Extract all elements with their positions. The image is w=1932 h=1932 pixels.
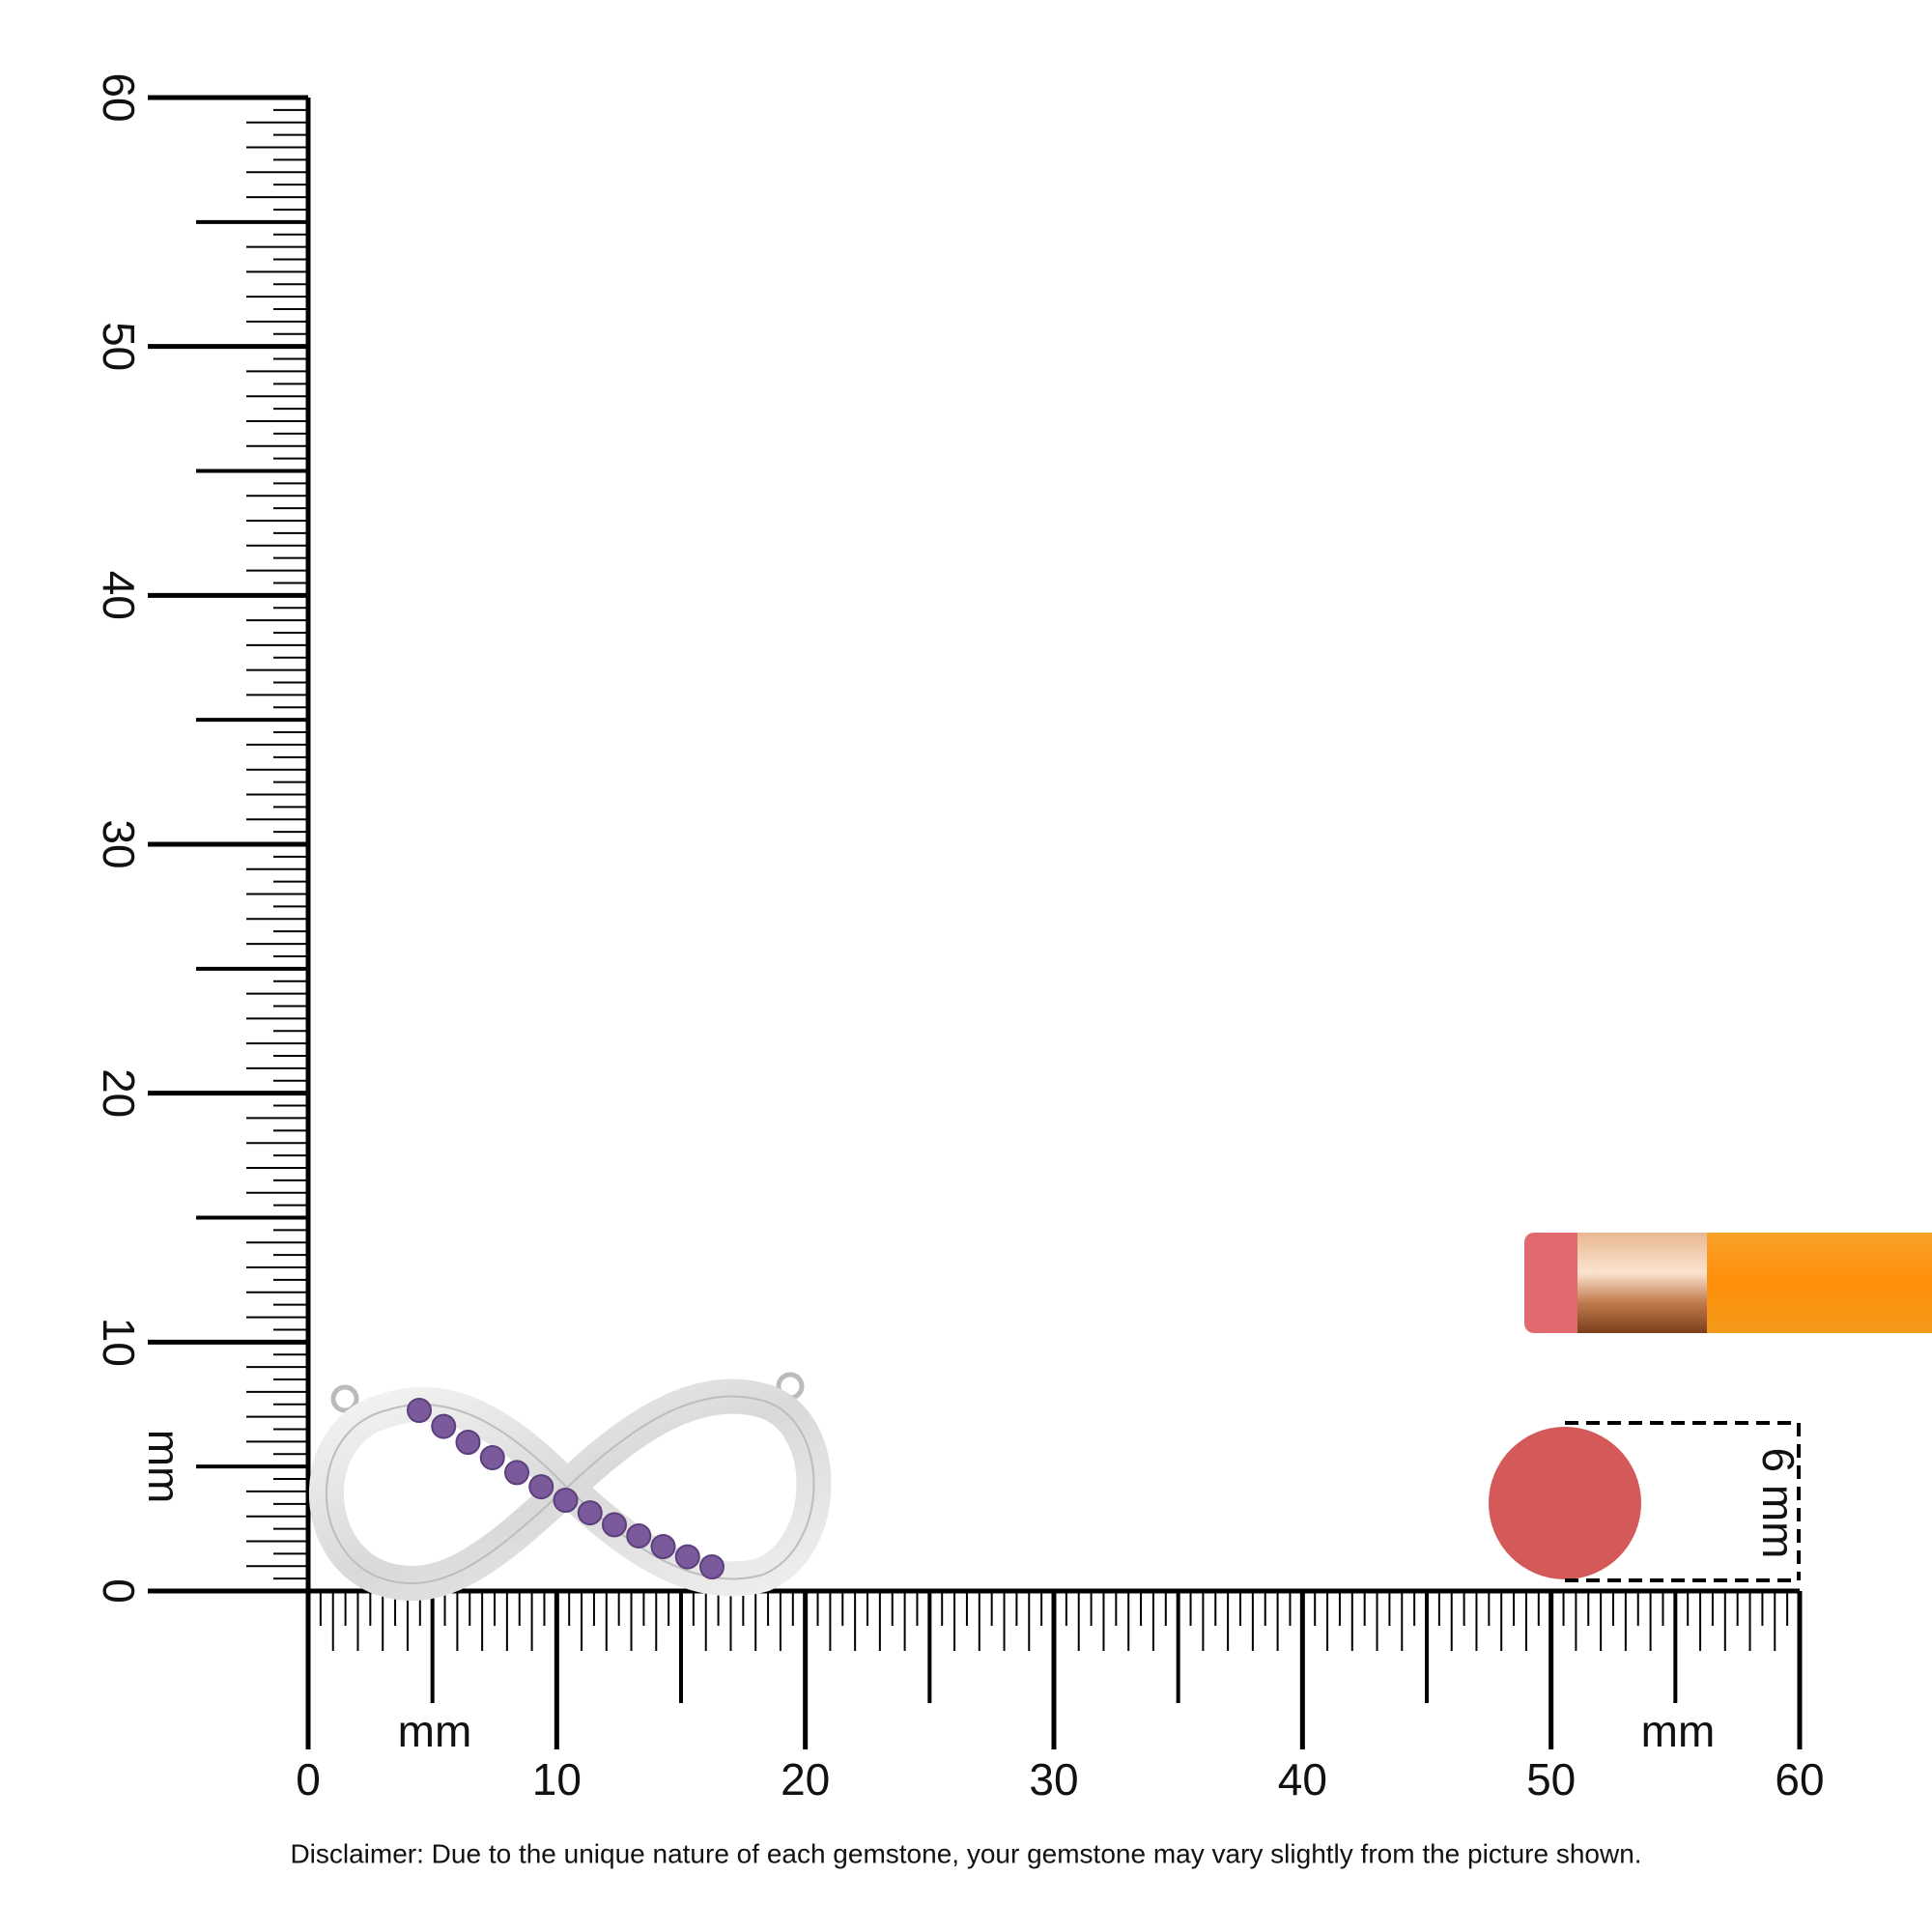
x-ruler-label: 60	[1775, 1754, 1824, 1804]
pendant	[308, 1372, 832, 1602]
pencil-ferrule	[1577, 1233, 1707, 1333]
ruler-ticks	[148, 95, 1803, 1749]
x-ruler-label: 50	[1526, 1754, 1576, 1804]
y-ruler-unit: mm	[139, 1430, 189, 1504]
y-ruler-label: 10	[94, 1318, 144, 1367]
gem	[626, 1522, 652, 1548]
y-ruler-label: 50	[94, 322, 144, 371]
y-ruler-label: 40	[94, 571, 144, 620]
x-ruler-label: 0	[296, 1754, 321, 1804]
reference-label: 6 mm	[1753, 1448, 1804, 1559]
pencil-body	[1707, 1233, 1932, 1333]
gem	[650, 1534, 676, 1559]
x-ruler-label: 20	[781, 1754, 830, 1804]
gem	[455, 1430, 481, 1455]
gem	[674, 1544, 700, 1570]
x-ruler-unit: mm	[1641, 1706, 1716, 1756]
gem	[699, 1554, 724, 1579]
gem	[553, 1488, 579, 1513]
y-ruler-label: 30	[94, 819, 144, 868]
gem	[431, 1413, 457, 1439]
x-ruler-label: 10	[532, 1754, 582, 1804]
pencil	[1524, 1233, 1932, 1333]
x-ruler-unit: mm	[398, 1706, 472, 1756]
gem	[528, 1474, 554, 1500]
x-ruler-label: 40	[1278, 1754, 1327, 1804]
gem	[504, 1460, 529, 1486]
eraser-circle	[1489, 1427, 1641, 1579]
gem	[407, 1398, 432, 1423]
y-ruler-label: 20	[94, 1068, 144, 1118]
x-ruler-label: 30	[1029, 1754, 1078, 1804]
y-ruler-label: 0	[94, 1578, 144, 1604]
pencil-eraser	[1524, 1233, 1592, 1333]
gem	[479, 1444, 505, 1470]
y-ruler-label: 60	[94, 72, 144, 122]
gem	[602, 1512, 627, 1538]
reference-lines	[1565, 1421, 1801, 1582]
gem	[577, 1500, 603, 1526]
disclaimer: Disclaimer: Due to the unique nature of …	[290, 1838, 1641, 1868]
